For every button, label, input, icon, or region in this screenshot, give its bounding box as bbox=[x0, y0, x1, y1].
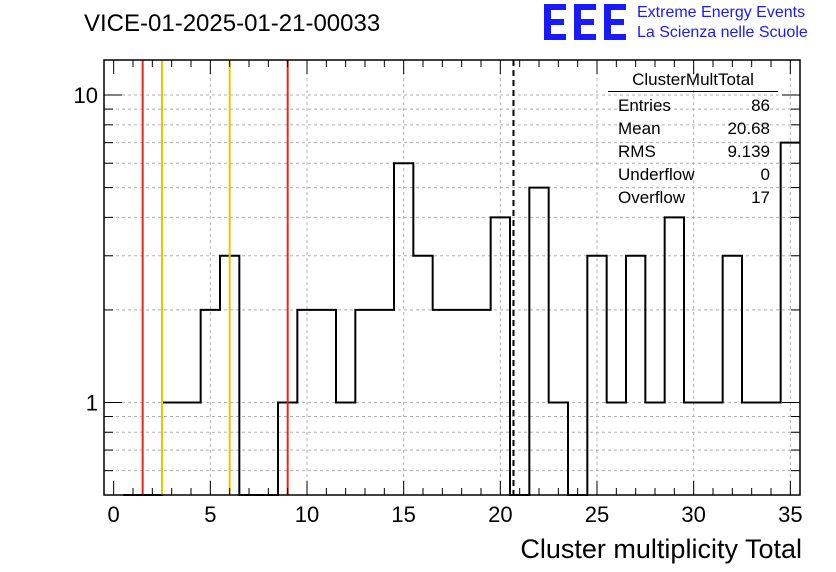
stats-label: RMS bbox=[618, 142, 656, 161]
stats-row-rms: RMS 9.139 bbox=[608, 140, 778, 163]
y-tick-label: 1 bbox=[86, 390, 98, 415]
x-tick-label: 25 bbox=[585, 502, 609, 527]
brand-line-2: La Scienza nelle Scuole bbox=[637, 24, 808, 41]
stats-title: ClusterMultTotal bbox=[608, 70, 778, 92]
stats-value: 0 bbox=[760, 165, 770, 184]
stats-value: 86 bbox=[751, 96, 770, 115]
x-axis-label: Cluster multiplicity Total bbox=[520, 534, 802, 564]
brand-line-1: Extreme Energy Events bbox=[637, 4, 806, 21]
x-tick-label: 35 bbox=[778, 502, 802, 527]
stats-label: Overflow bbox=[618, 188, 686, 207]
eee-logo bbox=[544, 4, 626, 40]
stats-box: ClusterMultTotal Entries 86 Mean 20.68 RMS… bbox=[608, 70, 778, 209]
x-tick-label: 15 bbox=[391, 502, 415, 527]
stats-row-overflow: Overflow 17 bbox=[608, 186, 778, 209]
plot-frame bbox=[103, 59, 801, 496]
stats-label: Underflow bbox=[618, 165, 695, 184]
eee-logo-mark bbox=[544, 4, 626, 40]
stats-row-entries: Entries 86 bbox=[608, 94, 778, 117]
stats-value: 20.68 bbox=[727, 119, 770, 138]
y-tick-label: 10 bbox=[74, 83, 98, 108]
chart-title: VICE-01-2025-01-21-00033 bbox=[84, 10, 381, 37]
x-tick-label: 5 bbox=[204, 502, 216, 527]
x-tick-label: 0 bbox=[108, 502, 120, 527]
x-tick-label: 10 bbox=[295, 502, 319, 527]
stats-value: 17 bbox=[751, 188, 770, 207]
stats-label: Entries bbox=[618, 96, 671, 115]
stats-value: 9.139 bbox=[727, 142, 770, 161]
stats-label: Mean bbox=[618, 119, 661, 138]
stats-row-mean: Mean 20.68 bbox=[608, 117, 778, 140]
x-tick-label: 20 bbox=[488, 502, 512, 527]
stats-row-underflow: Underflow 0 bbox=[608, 163, 778, 186]
x-tick-label: 30 bbox=[681, 502, 705, 527]
